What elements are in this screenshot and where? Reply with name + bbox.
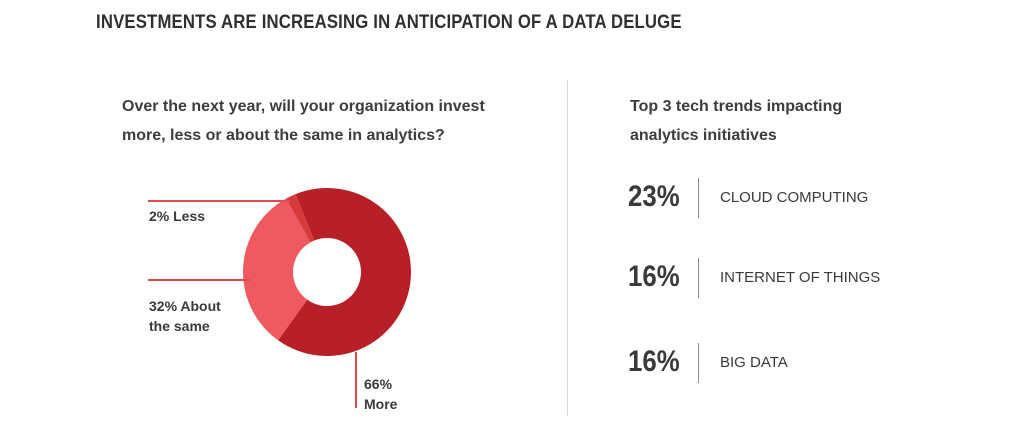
trend-item: 23% CLOUD COMPUTING xyxy=(628,178,968,220)
slice-label-about-the-same: 32% About xyxy=(149,298,221,314)
trend-separator xyxy=(698,258,699,298)
page-title: INVESTMENTS ARE INCREASING IN ANTICIPATI… xyxy=(96,12,682,33)
slice-labels: 2% Less 32% About the same 66% More xyxy=(149,208,398,412)
donut-slice-more xyxy=(278,188,412,357)
question-line-1: Over the next year, will your organizati… xyxy=(122,98,485,115)
donut-slices xyxy=(243,188,412,357)
question-line-2: more, less or about the same in analytic… xyxy=(122,127,445,144)
trend-separator xyxy=(698,343,699,383)
slice-label-about-the-same: the same xyxy=(149,318,210,334)
leader-lines xyxy=(148,200,357,408)
trends-heading-line-2: analytics initiatives xyxy=(630,127,777,144)
trends-heading-line-1: Top 3 tech trends impacting xyxy=(630,98,843,115)
trend-label: INTERNET OF THINGS xyxy=(720,269,881,286)
slice-label-less: 2% Less xyxy=(149,208,205,224)
trend-percent: 16% xyxy=(628,260,680,293)
donut-slice-about-the-same xyxy=(243,198,311,341)
trend-label: CLOUD COMPUTING xyxy=(720,189,869,206)
slice-label-more: More xyxy=(364,396,398,412)
slice-label-more: 66% xyxy=(364,376,393,392)
column-divider xyxy=(567,80,568,416)
trend-item: 16% BIG DATA xyxy=(628,343,968,385)
trend-percent: 16% xyxy=(628,345,680,378)
trend-label: BIG DATA xyxy=(720,354,788,371)
donut-slice-less xyxy=(286,194,315,243)
trend-percent: 23% xyxy=(628,180,680,213)
trend-separator xyxy=(698,178,699,218)
donut-chart: 2% Less 32% About the same 66% More xyxy=(148,188,412,412)
survey-question: Over the next year, will your organizati… xyxy=(122,92,485,150)
trends-heading: Top 3 tech trends impacting analytics in… xyxy=(630,92,842,150)
trend-item: 16% INTERNET OF THINGS xyxy=(628,258,968,300)
